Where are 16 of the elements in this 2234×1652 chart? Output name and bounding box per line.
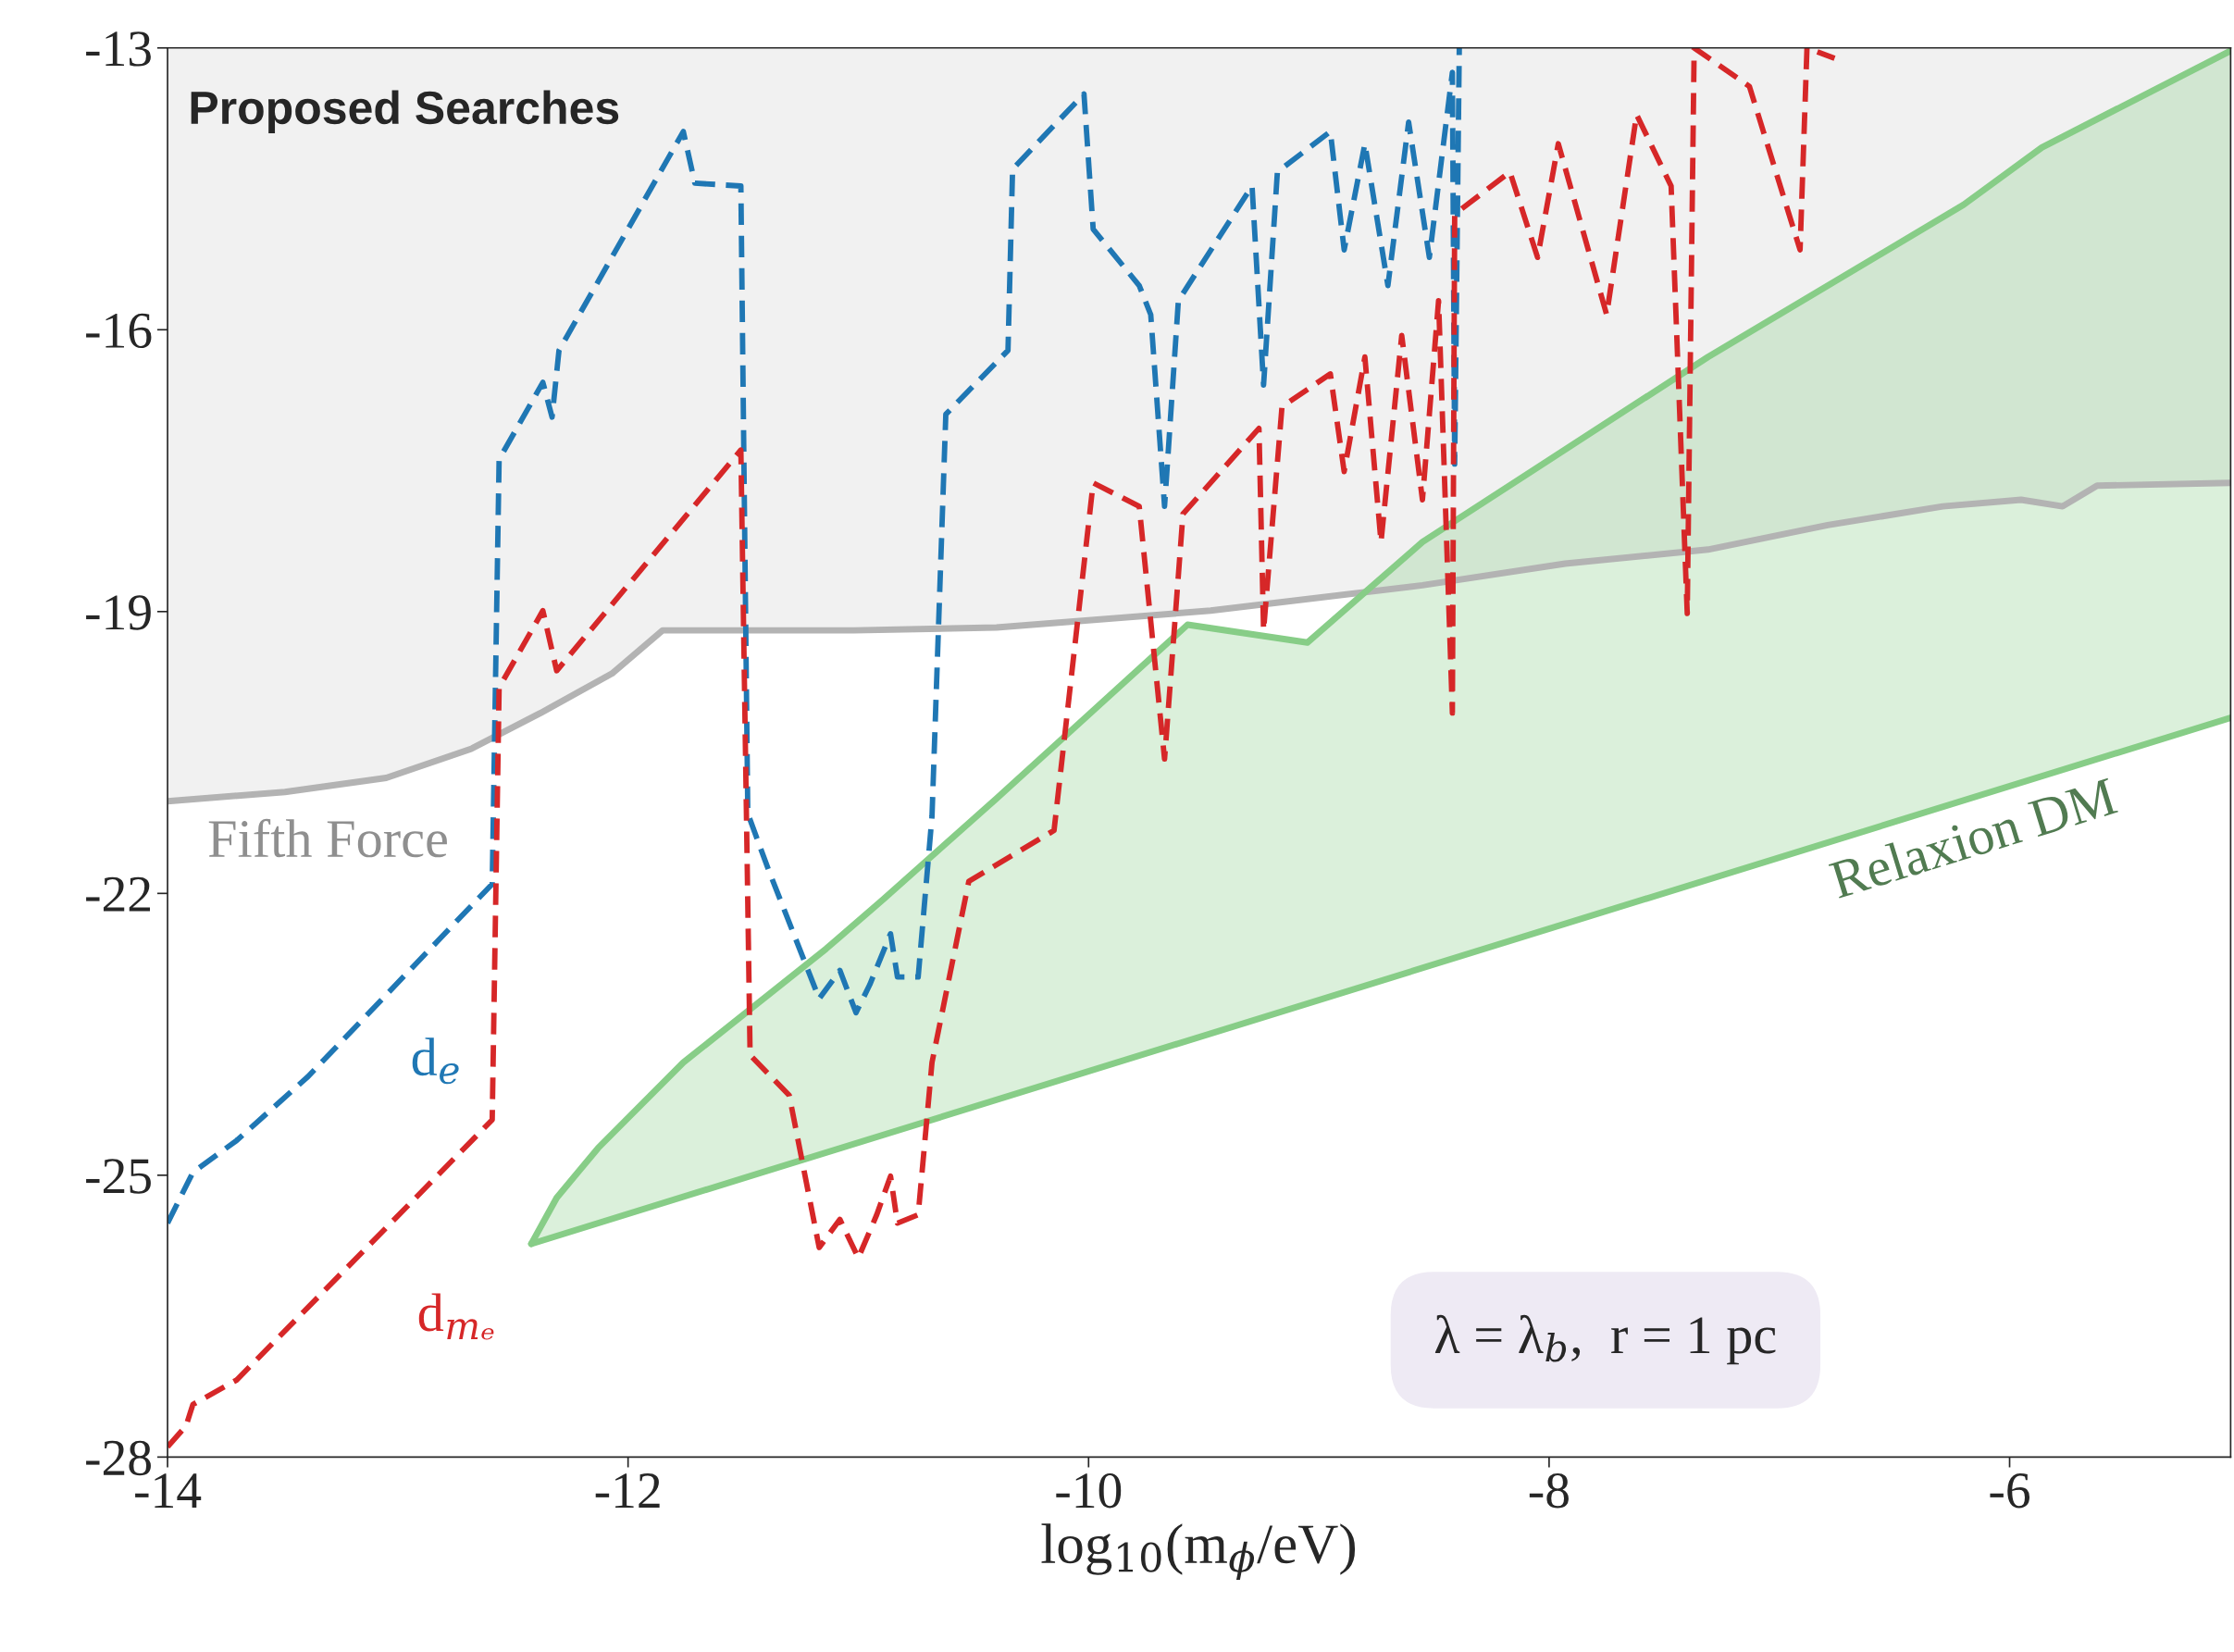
annotation: λ = λ$_{b}$, r = 1 pc (1434, 1314, 1776, 1365)
x-tick-label: -12 (595, 1473, 660, 1508)
annotation: Proposed Searches (191, 90, 619, 134)
text: Relaxion DM (1828, 776, 2119, 900)
y-tick-label: -16 (86, 313, 152, 349)
y-tick-label: -13 (86, 31, 151, 67)
x-tick-label: -8 (1529, 1472, 1569, 1509)
x-axis-title: log$_{10}$(m$_{ϕ}$/eV) (1041, 1523, 1356, 1581)
y-tick-label: -22 (86, 876, 151, 912)
x-tick-label: -10 (1056, 1472, 1122, 1509)
x-tick-label: -6 (1990, 1473, 2029, 1509)
y-tick-label: -25 (86, 1159, 151, 1194)
y-tick-label: -19 (86, 595, 151, 630)
series-label: Fifth Force (208, 818, 447, 858)
series-label: d$_{e}$ (412, 1037, 459, 1085)
series-label: d$_{mₑ}$ (418, 1293, 494, 1340)
